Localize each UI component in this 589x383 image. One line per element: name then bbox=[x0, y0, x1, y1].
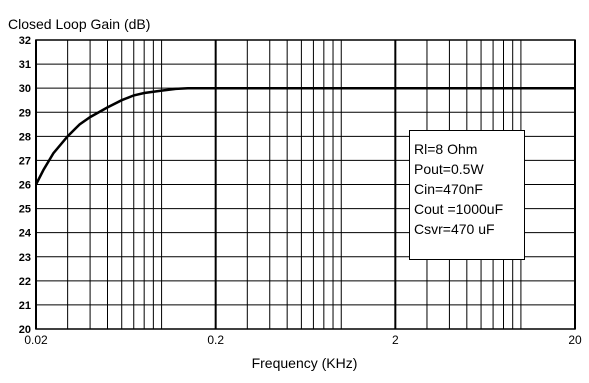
legend-line-pout: Pout=0.5W bbox=[414, 161, 484, 177]
legend-line-rl: Rl=8 Ohm bbox=[414, 141, 478, 157]
x-tick-label: 20 bbox=[568, 333, 582, 347]
y-tick-label: 27 bbox=[19, 155, 31, 167]
y-tick-label: 29 bbox=[19, 107, 31, 119]
y-tick-label: 23 bbox=[19, 252, 31, 264]
x-axis-label: Frequency (KHz) bbox=[251, 355, 358, 371]
y-tick-label: 32 bbox=[19, 35, 31, 47]
y-axis-label: Closed Loop Gain (dB) bbox=[8, 16, 151, 32]
x-tick-labels: 0.02 0.2 2 20 bbox=[24, 333, 582, 347]
y-tick-label: 22 bbox=[19, 276, 31, 288]
y-tick-label: 30 bbox=[19, 83, 31, 95]
y-tick-label: 25 bbox=[19, 204, 31, 216]
legend-box: Rl=8 Ohm Pout=0.5W Cin=470nF Cout =1000u… bbox=[409, 130, 525, 260]
y-tick-label: 21 bbox=[19, 300, 31, 312]
legend-line-cin: Cin=470nF bbox=[414, 181, 483, 197]
x-tick-label: 0.2 bbox=[207, 333, 224, 347]
series-gain-line bbox=[34, 86, 575, 186]
y-tick-label: 20 bbox=[19, 324, 31, 336]
y-tick-labels: 20 21 22 23 24 25 26 27 28 29 30 31 32 bbox=[19, 35, 32, 336]
x-tick-label: 0.02 bbox=[24, 333, 48, 347]
y-tick-label: 28 bbox=[19, 131, 31, 143]
y-tick-label: 31 bbox=[19, 59, 31, 71]
legend-line-cout: Cout =1000uF bbox=[414, 201, 504, 217]
x-tick-label: 2 bbox=[392, 333, 399, 347]
y-tick-label: 26 bbox=[19, 180, 31, 192]
legend-line-csvr: Csvr=470 uF bbox=[414, 221, 495, 237]
y-tick-label: 24 bbox=[19, 228, 32, 240]
